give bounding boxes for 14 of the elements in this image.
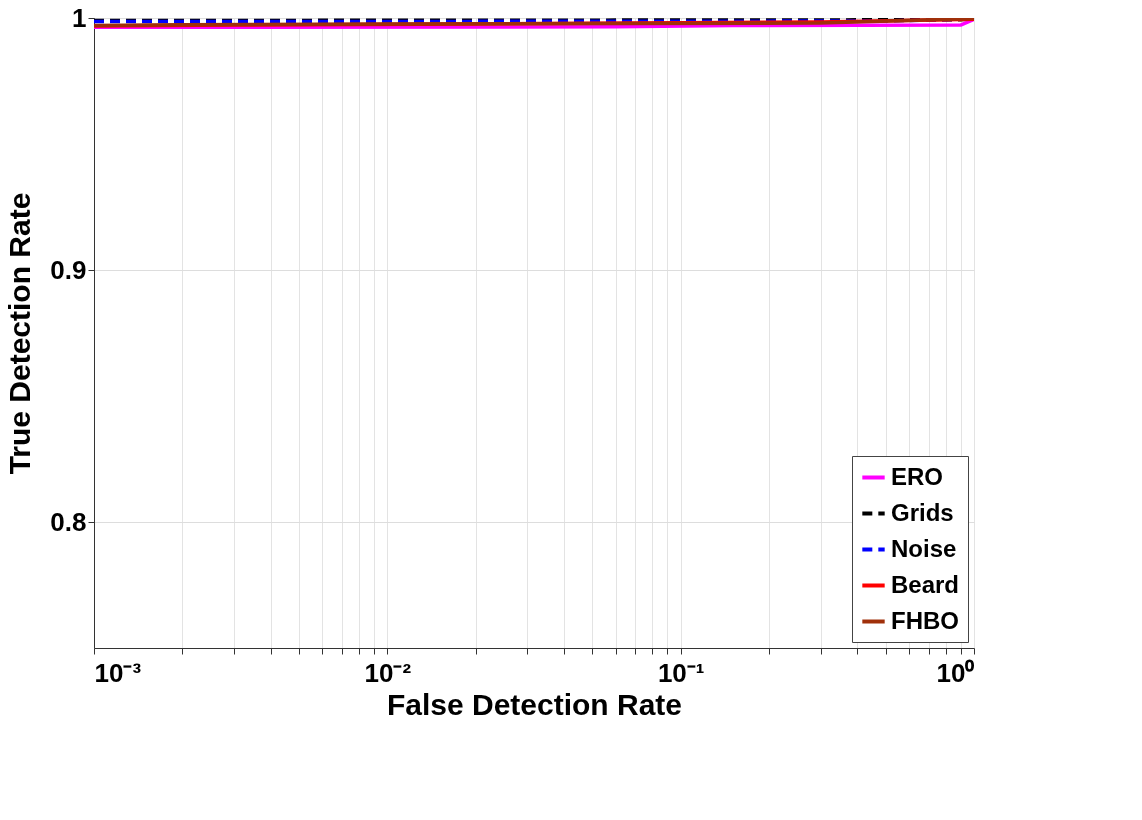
legend-label: ERO [891, 462, 944, 490]
y-tick-label: 0.9 [50, 254, 87, 285]
y-axis-title: True Detection Rate [3, 192, 37, 475]
y-tick-label: 0.8 [50, 506, 87, 537]
x-tick-label: 10⁻² [364, 657, 412, 688]
y-tick-label: 1 [72, 2, 87, 33]
x-tick-label: 10⁻¹ [657, 657, 705, 688]
legend-label: Beard [891, 570, 960, 598]
x-tick-label: 10⁰ [936, 657, 976, 688]
legend-label: FHBO [891, 606, 959, 634]
x-tick-label: 10⁻³ [94, 657, 142, 688]
legend-label: Grids [891, 498, 954, 526]
legend-label: Noise [891, 534, 957, 562]
x-axis-title: False Detection Rate [386, 687, 683, 721]
